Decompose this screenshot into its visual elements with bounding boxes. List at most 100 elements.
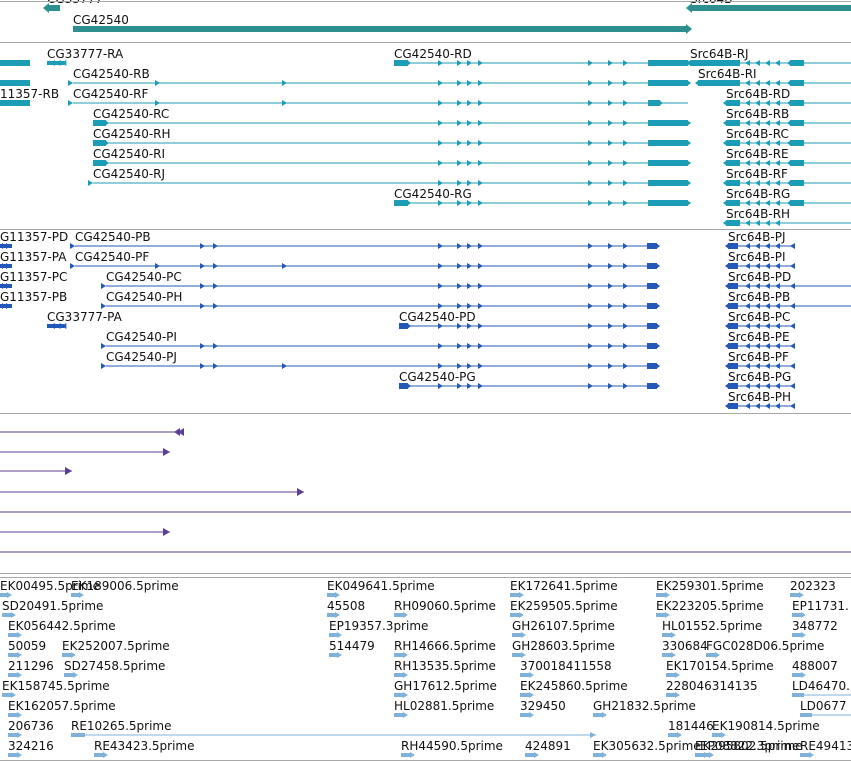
feature-glyph[interactable] — [520, 712, 534, 718]
exon-tick[interactable] — [467, 323, 472, 329]
exon-tick[interactable] — [588, 243, 593, 249]
feature-glyph[interactable] — [695, 80, 851, 86]
feature-glyph[interactable] — [525, 752, 539, 758]
feature-label[interactable]: FGC028D06.5prime — [706, 639, 825, 653]
est-arrow[interactable] — [11, 612, 16, 618]
strand-arrow[interactable] — [687, 140, 691, 146]
est-block[interactable] — [512, 633, 522, 637]
exon-tick[interactable] — [438, 140, 443, 146]
exon-tick[interactable] — [755, 100, 760, 106]
exon-tick[interactable] — [755, 120, 760, 126]
est-block[interactable] — [656, 593, 666, 597]
exon-tick[interactable] — [478, 343, 483, 349]
strand-arrow[interactable] — [656, 323, 660, 329]
exon-tick[interactable] — [588, 160, 593, 166]
feature-label[interactable]: CG33777-RA — [47, 47, 124, 61]
feature-label[interactable]: SD20491.5prime — [2, 599, 104, 613]
exon-tick[interactable] — [775, 383, 780, 389]
exon-tick[interactable] — [467, 140, 472, 146]
exon-tick[interactable] — [775, 363, 780, 369]
feature-label[interactable]: CG42540-RC — [93, 107, 170, 121]
est-block[interactable] — [792, 673, 802, 677]
exon-tick[interactable] — [588, 343, 593, 349]
exon-tick[interactable] — [775, 263, 780, 269]
exon-tick[interactable] — [438, 80, 443, 86]
strand-arrow[interactable] — [686, 24, 692, 34]
feature-bar[interactable] — [0, 60, 30, 66]
exon-block[interactable] — [726, 120, 740, 126]
exon-tick[interactable] — [213, 363, 218, 369]
feature-label[interactable]: CG42540-RI — [93, 147, 166, 161]
est-arrow[interactable] — [17, 732, 22, 738]
exon-tick[interactable] — [467, 120, 472, 126]
exon-tick[interactable] — [588, 140, 593, 146]
exon-tick[interactable] — [478, 100, 483, 106]
exon-tick[interactable] — [101, 283, 106, 289]
exon-tick[interactable] — [608, 200, 613, 206]
feature-glyph[interactable] — [8, 632, 22, 638]
feature-label[interactable]: Src64B-RG — [726, 187, 791, 201]
feature-label[interactable]: Src64B-PF — [728, 350, 789, 364]
exon-tick[interactable] — [155, 263, 160, 269]
est-block[interactable] — [662, 633, 672, 637]
exon-tick[interactable] — [775, 60, 780, 66]
est-block[interactable] — [792, 613, 802, 617]
strand-arrow[interactable] — [723, 220, 727, 226]
feature-label[interactable]: 202323 — [790, 579, 836, 593]
est-arrow[interactable] — [799, 592, 804, 598]
exon-tick[interactable] — [438, 383, 443, 389]
exon-tick[interactable] — [457, 100, 462, 106]
strand-arrow[interactable] — [725, 403, 729, 409]
exon-block[interactable] — [726, 180, 740, 186]
feature-label[interactable]: G11357-PD — [0, 230, 69, 244]
est-block[interactable] — [8, 633, 18, 637]
exon-tick[interactable] — [457, 140, 462, 146]
est-block[interactable] — [401, 753, 411, 757]
est-arrow[interactable] — [403, 692, 408, 698]
exon-tick[interactable] — [478, 363, 483, 369]
strand-arrow[interactable] — [105, 120, 109, 126]
feature-bar[interactable] — [0, 100, 30, 106]
feature-label[interactable]: CG42540-RD — [394, 47, 472, 61]
exon-tick[interactable] — [765, 60, 770, 66]
feature-glyph[interactable] — [725, 383, 795, 389]
exon-tick[interactable] — [755, 180, 760, 186]
est-block[interactable] — [8, 713, 18, 717]
feature-label[interactable]: CG33777 — [47, 0, 103, 6]
est-block[interactable] — [394, 713, 404, 717]
exon-tick[interactable] — [745, 200, 750, 206]
exon-tick[interactable] — [467, 283, 472, 289]
strand-arrow[interactable] — [686, 3, 692, 13]
exon-tick[interactable] — [438, 100, 443, 106]
exon-block[interactable] — [93, 120, 106, 126]
exon-tick[interactable] — [70, 243, 75, 249]
est-arrow[interactable] — [103, 752, 108, 758]
feature-glyph[interactable] — [93, 160, 691, 166]
feature-label[interactable]: 348772 — [792, 619, 838, 633]
est-arrow[interactable] — [521, 652, 526, 658]
exon-tick[interactable] — [588, 60, 593, 66]
feature-label[interactable]: Src64B-PJ — [728, 230, 786, 244]
exon-block[interactable] — [647, 363, 657, 369]
feature-glyph[interactable] — [0, 592, 12, 598]
feature-label[interactable]: CG42540-PF — [75, 250, 150, 264]
feature-label[interactable]: RH44590.5prime — [401, 739, 503, 753]
exon-tick[interactable] — [457, 323, 462, 329]
exon-tick[interactable] — [478, 303, 483, 309]
strand-arrow[interactable] — [787, 60, 791, 66]
est-arrow[interactable] — [801, 632, 806, 638]
strand-arrow[interactable] — [656, 363, 660, 369]
feature-glyph[interactable] — [43, 3, 60, 13]
exon-tick[interactable] — [457, 243, 462, 249]
exon-tick[interactable] — [765, 80, 770, 86]
exon-block[interactable] — [790, 100, 804, 106]
est-arrow[interactable] — [602, 752, 607, 758]
strand-arrow[interactable] — [687, 160, 691, 166]
feature-label[interactable]: EK172641.5prime — [510, 579, 618, 593]
feature-glyph[interactable] — [93, 140, 691, 146]
exon-block[interactable] — [790, 80, 804, 86]
feature-glyph[interactable] — [70, 243, 660, 249]
feature-label[interactable]: EK245860.5prime — [520, 679, 628, 693]
est-arrow[interactable] — [410, 752, 415, 758]
feature-glyph[interactable] — [101, 303, 660, 309]
